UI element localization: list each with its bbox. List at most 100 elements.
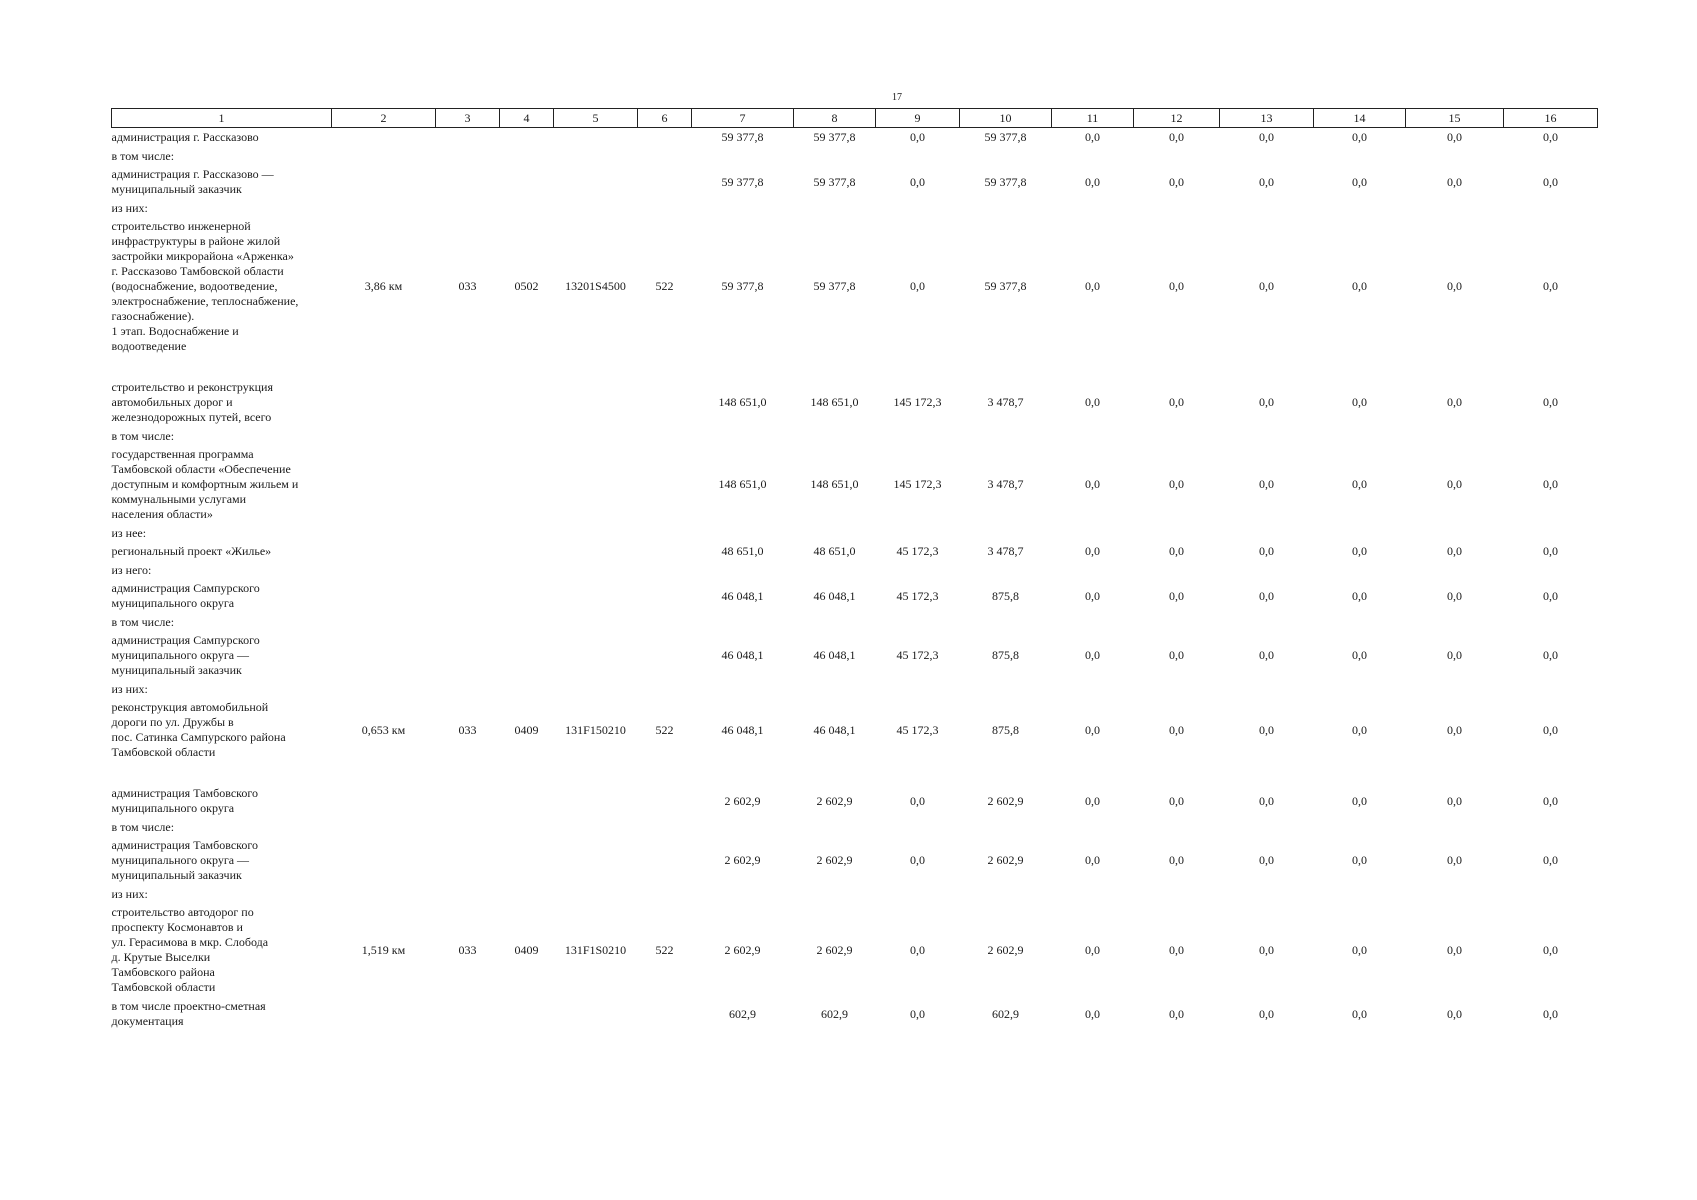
- row-label: администрация Тамбовского муниципального…: [111, 786, 259, 815]
- cell-col-10: [960, 818, 1052, 836]
- cell-col-4: [500, 885, 554, 903]
- cell-col-3: 033: [458, 942, 477, 957]
- cell-col-10: 59 377,8: [984, 174, 1027, 189]
- cell-col-13: 0,0: [1259, 174, 1274, 189]
- column-header-13: 13: [1219, 108, 1314, 128]
- cell-col-12: 0,0: [1169, 477, 1184, 491]
- column-header-8: 8: [793, 108, 876, 128]
- cell-col-2: [332, 613, 436, 631]
- cell-col-12: 0,0: [1169, 279, 1184, 293]
- cell-col-6: [638, 542, 692, 561]
- cell-col-2: [332, 165, 436, 199]
- cell-col-8: [794, 818, 876, 836]
- row-label: в том числе:: [111, 820, 175, 834]
- cell-col-12: [1134, 885, 1220, 903]
- cell-col-3: [436, 165, 500, 199]
- column-header-9: 9: [875, 108, 960, 128]
- table-row: строительство автодорог по проспекту Кос…: [112, 903, 1598, 997]
- table-row: администрация Тамбовского муниципального…: [112, 836, 1598, 885]
- cell-col-14: [1314, 199, 1406, 217]
- cell-col-9: [876, 427, 960, 445]
- cell-col-12: [1134, 427, 1220, 445]
- cell-col-2: [332, 631, 436, 680]
- cell-col-9: 0,0: [910, 1006, 925, 1021]
- row-label: реконструкция автомобильной дороги по ул…: [111, 700, 286, 759]
- cell-col-4: 0409: [514, 722, 539, 737]
- cell-col-8: 2 602,9: [816, 942, 853, 957]
- cell-col-11: 0,0: [1085, 648, 1100, 662]
- cell-col-13: 0,0: [1259, 588, 1274, 603]
- cell-col-14: 0,0: [1352, 942, 1367, 957]
- row-label: из него:: [111, 563, 152, 577]
- cell-col-7: 46 048,1: [721, 588, 764, 603]
- cell-col-7: [692, 885, 794, 903]
- cell-col-2: [332, 445, 436, 524]
- cell-col-4: [500, 561, 554, 579]
- cell-col-9: 45 172,3: [896, 588, 939, 603]
- cell-col-6: [638, 128, 692, 148]
- cell-col-15: 0,0: [1447, 648, 1462, 662]
- cell-col-16: 0,0: [1543, 853, 1558, 867]
- cell-col-9: 45 172,3: [896, 648, 939, 662]
- cell-col-13: [1220, 427, 1314, 445]
- cell-col-10: 3 478,7: [987, 395, 1024, 409]
- cell-col-14: [1314, 680, 1406, 698]
- cell-col-7: [692, 427, 794, 445]
- cell-col-3: [436, 631, 500, 680]
- table-row: в том числе проектно-сметная документаци…: [112, 997, 1598, 1031]
- cell-col-8: [794, 885, 876, 903]
- cell-col-4: [500, 427, 554, 445]
- cell-col-3: [436, 784, 500, 818]
- cell-col-9: [876, 680, 960, 698]
- cell-col-8: [794, 199, 876, 217]
- cell-col-12: [1134, 561, 1220, 579]
- cell-col-7: 602,9: [729, 1006, 756, 1021]
- cell-col-13: [1220, 680, 1314, 698]
- cell-col-2: [332, 885, 436, 903]
- cell-col-3: [436, 128, 500, 148]
- table-row: в том числе:: [112, 613, 1598, 631]
- cell-col-8: 2 602,9: [816, 853, 853, 867]
- cell-col-15: 0,0: [1447, 395, 1462, 409]
- table-row: в том числе:: [112, 147, 1598, 165]
- cell-col-14: [1314, 818, 1406, 836]
- cell-col-7: 148 651,0: [718, 477, 767, 491]
- cell-col-16: 0,0: [1543, 279, 1558, 293]
- cell-col-15: [1406, 147, 1504, 165]
- table-row: в том числе:: [112, 818, 1598, 836]
- cell-col-4: [500, 631, 554, 680]
- cell-col-11: 0,0: [1085, 279, 1100, 293]
- cell-col-14: 0,0: [1352, 648, 1367, 662]
- cell-col-6: [638, 199, 692, 217]
- cell-col-12: [1134, 199, 1220, 217]
- cell-col-6: [638, 378, 692, 427]
- cell-col-10: 875,8: [992, 588, 1019, 603]
- cell-col-2: [332, 784, 436, 818]
- cell-col-15: [1406, 680, 1504, 698]
- cell-col-16: 0,0: [1543, 130, 1558, 144]
- cell-col-3: [436, 445, 500, 524]
- cell-col-14: 0,0: [1352, 544, 1367, 558]
- table-row: из них:: [112, 199, 1598, 217]
- cell-col-5: [554, 561, 638, 579]
- cell-col-15: [1406, 199, 1504, 217]
- cell-col-5: [554, 885, 638, 903]
- cell-col-16: [1504, 524, 1598, 542]
- cell-col-11: [1052, 147, 1134, 165]
- cell-col-16: [1504, 885, 1598, 903]
- cell-col-11: 0,0: [1085, 722, 1100, 737]
- cell-col-6: [638, 524, 692, 542]
- cell-col-4: 0502: [514, 279, 539, 293]
- cell-col-16: 0,0: [1543, 544, 1558, 558]
- row-label: из них:: [111, 682, 148, 696]
- cell-col-10: [960, 613, 1052, 631]
- cell-col-6: [638, 784, 692, 818]
- cell-col-15: 0,0: [1447, 544, 1462, 558]
- cell-col-4: [500, 199, 554, 217]
- cell-col-10: 2 602,9: [987, 793, 1024, 808]
- cell-col-11: 0,0: [1085, 1006, 1100, 1021]
- cell-col-13: [1220, 199, 1314, 217]
- cell-col-13: 0,0: [1259, 395, 1274, 409]
- row-spacer: [112, 762, 1598, 784]
- cell-col-10: 602,9: [992, 1006, 1019, 1021]
